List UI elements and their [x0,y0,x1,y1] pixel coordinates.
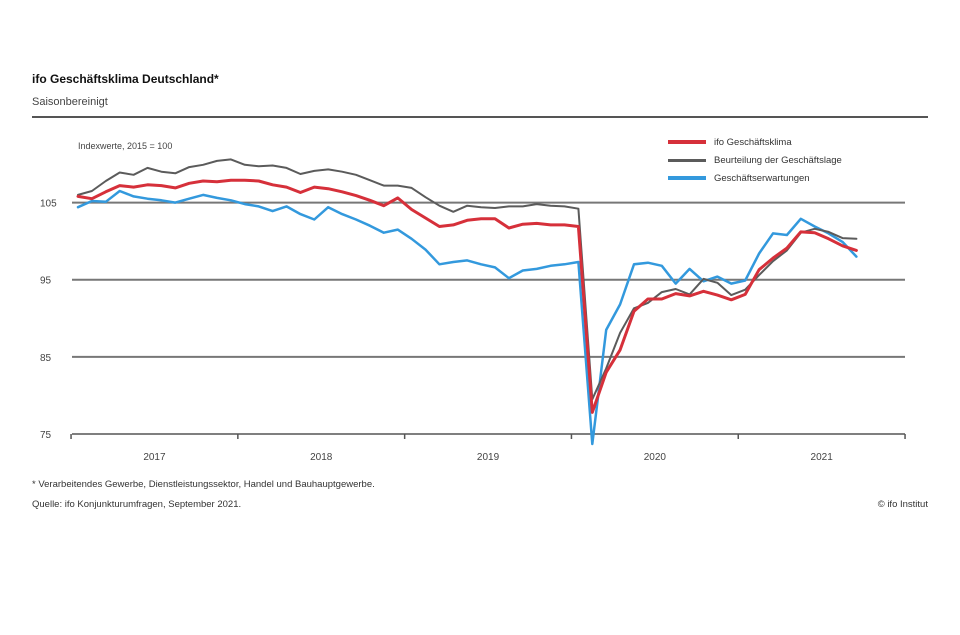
grid-layer [72,201,905,358]
legend-swatch-erwartungen [668,176,706,180]
legend-label-erwartungen: Geschäftserwartungen [714,172,810,184]
x-tick-label-2020: 2020 [644,452,667,463]
y-tick-label-95: 95 [40,276,52,287]
copyright: © ifo Institut [877,499,928,510]
legend-item-erwartungen: Geschäftserwartungen [668,169,928,187]
unit-label: Indexwerte, 2015 = 100 [78,141,173,151]
x-tick-label-2017: 2017 [143,452,166,463]
legend-item-klima: ifo Geschäftsklima [668,133,928,151]
series-layer [76,158,858,446]
y-tick-label-105: 105 [40,199,57,210]
legend-swatch-klima [668,140,706,144]
axis-layer: 75 85 95 105 2017 2018 2019 2020 2021 [40,199,906,463]
title-divider [32,116,928,118]
x-tick-label-2018: 2018 [310,452,333,463]
legend-swatch-lage [668,158,706,162]
series-line-0 [76,178,858,414]
legend-item-lage: Beurteilung der Geschäftslage [668,151,928,169]
source-note: Quelle: ifo Konjunkturumfragen, Septembe… [32,499,242,510]
legend-label-klima: ifo Geschäftsklima [714,136,792,148]
y-tick-label-85: 85 [40,353,52,364]
legend: ifo Geschäftsklima Beurteilung der Gesch… [668,133,928,187]
series-line-2 [76,189,858,446]
footnote: * Verarbeitendes Gewerbe, Dienstleistung… [32,479,375,490]
y-tick-label-75: 75 [40,430,52,441]
chart-subtitle: Saisonbereinigt [32,96,108,108]
legend-label-lage: Beurteilung der Geschäftslage [714,154,842,166]
x-tick-label-2021: 2021 [811,452,834,463]
series-line-1 [77,158,858,401]
chart-title: ifo Geschäftsklima Deutschland* [32,72,219,86]
x-tick-label-2019: 2019 [477,452,500,463]
